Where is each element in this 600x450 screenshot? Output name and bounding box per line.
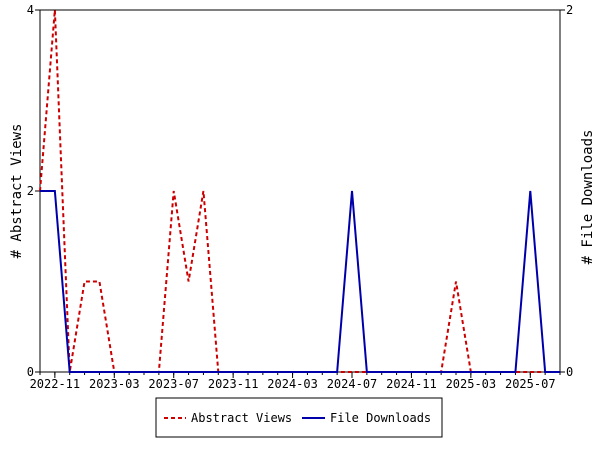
x-tick-label: 2022-11 xyxy=(30,377,81,391)
right-axis: 02 xyxy=(560,3,573,379)
y-left-tick-label: 2 xyxy=(27,184,34,198)
x-tick-label: 2023-07 xyxy=(148,377,199,391)
x-tick-label: 2024-03 xyxy=(267,377,318,391)
y-axis-right-title: # File Downloads xyxy=(580,130,596,265)
x-tick-label: 2023-11 xyxy=(208,377,259,391)
legend-box xyxy=(155,397,443,438)
plot-area xyxy=(39,9,561,373)
y-right-tick-label: 2 xyxy=(566,3,573,17)
series-layer xyxy=(39,9,560,373)
x-tick-label: 2025-03 xyxy=(446,377,497,391)
series-line-file-downloads xyxy=(40,190,560,373)
legend-label-file-downloads: File Downloads xyxy=(330,411,431,425)
x-tick-label: 2024-07 xyxy=(327,377,378,391)
left-axis: 0 2 4 xyxy=(27,3,40,379)
x-tick-label: 2025-07 xyxy=(505,377,556,391)
x-tick-label: 2024-11 xyxy=(386,377,437,391)
legend: Abstract Views File Downloads xyxy=(155,397,443,438)
y-left-tick-label: 0 xyxy=(27,365,34,379)
y-left-tick-label: 4 xyxy=(27,3,34,17)
x-tick-label: 2023-03 xyxy=(89,377,140,391)
y-right-tick-label: 0 xyxy=(566,365,573,379)
legend-label-abstract-views: Abstract Views xyxy=(191,411,292,425)
x-axis: 2022-11 2023-03 2023-07 2023-11 2024-03 2024-… xyxy=(30,372,561,391)
y-axis-left-title: # Abstract Views xyxy=(9,124,25,259)
